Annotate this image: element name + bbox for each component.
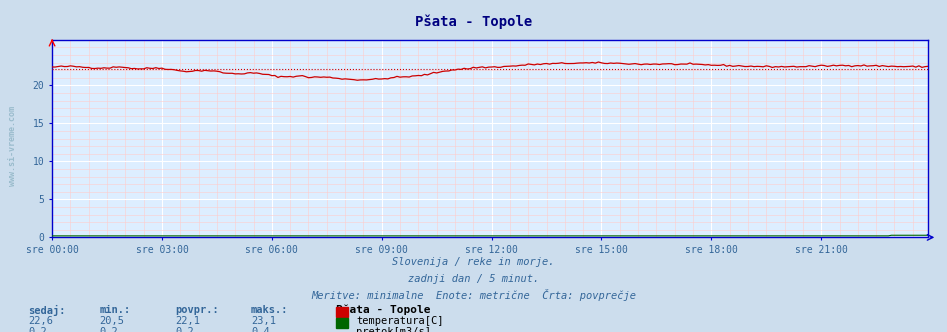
Text: zadnji dan / 5 minut.: zadnji dan / 5 minut. <box>408 274 539 284</box>
Text: pretok[m3/s]: pretok[m3/s] <box>356 327 431 332</box>
Text: Meritve: minimalne  Enote: metrične  Črta: povprečje: Meritve: minimalne Enote: metrične Črta:… <box>311 289 636 301</box>
Text: 22,6: 22,6 <box>28 316 53 326</box>
Text: www.si-vreme.com: www.si-vreme.com <box>8 106 17 186</box>
Text: povpr.:: povpr.: <box>175 305 219 315</box>
Text: 0,2: 0,2 <box>175 327 194 332</box>
Text: maks.:: maks.: <box>251 305 289 315</box>
Text: Slovenija / reke in morje.: Slovenija / reke in morje. <box>392 257 555 267</box>
Text: sedaj:: sedaj: <box>28 305 66 316</box>
Text: temperatura[C]: temperatura[C] <box>356 316 443 326</box>
Text: Pšata - Topole: Pšata - Topole <box>336 305 431 315</box>
Text: 0,2: 0,2 <box>28 327 47 332</box>
Text: 22,1: 22,1 <box>175 316 200 326</box>
Text: 20,5: 20,5 <box>99 316 124 326</box>
Text: Pšata - Topole: Pšata - Topole <box>415 15 532 30</box>
Text: 23,1: 23,1 <box>251 316 276 326</box>
Text: 0,2: 0,2 <box>99 327 118 332</box>
Text: 0,4: 0,4 <box>251 327 270 332</box>
Text: min.:: min.: <box>99 305 131 315</box>
